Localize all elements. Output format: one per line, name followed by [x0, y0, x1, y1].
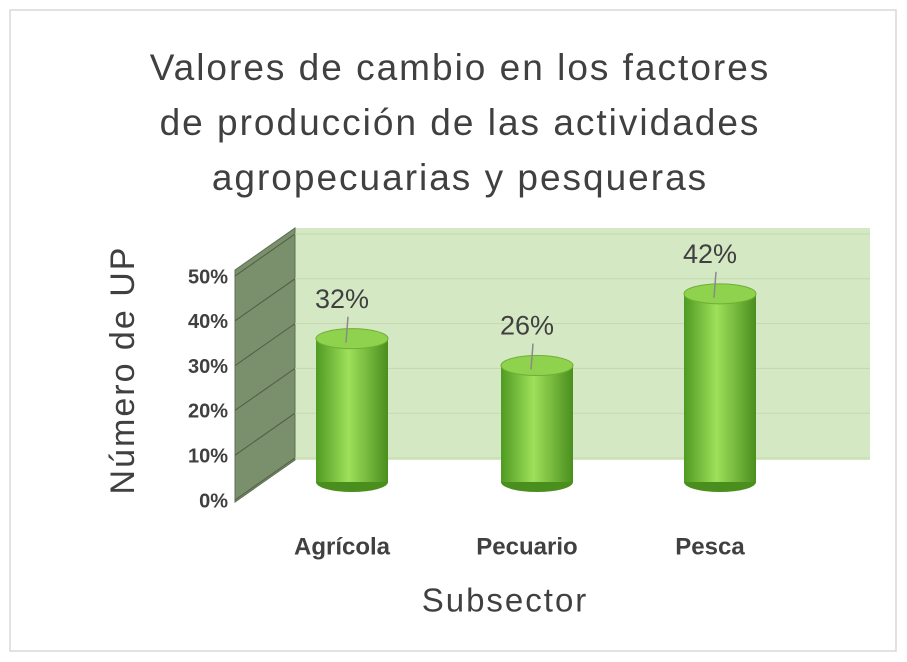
value-label: 26% [500, 311, 554, 341]
bar [501, 365, 573, 482]
bar-top [683, 283, 757, 305]
value-label: 32% [315, 284, 369, 314]
grid-line [234, 233, 296, 277]
label-leader [713, 271, 717, 298]
y-tick-label: 30% [188, 356, 228, 378]
x-axis-label: Subsector [422, 582, 589, 619]
y-axis-label: Número de UP [104, 246, 142, 495]
y-tick-label: 10% [188, 445, 228, 467]
grid-line [234, 412, 296, 456]
y-tick-label: 40% [188, 311, 228, 333]
x-tick-label: Pesca [675, 533, 745, 560]
label-leader [530, 343, 534, 370]
side-wall [234, 227, 296, 503]
x-tick-label: Pecuario [476, 533, 577, 560]
y-tick-label: 0% [199, 490, 228, 512]
y-tick-label: 50% [188, 266, 228, 288]
bar-top [500, 355, 574, 377]
x-tick-label: Agrícola [294, 533, 391, 560]
grid-line [234, 367, 296, 411]
y-tick-label: 20% [188, 401, 228, 423]
bar-top [315, 328, 389, 350]
label-leader [345, 316, 349, 343]
grid-line [234, 278, 296, 322]
grid-line [234, 323, 296, 367]
bar [684, 293, 756, 482]
grid-line [234, 457, 296, 501]
bar [316, 338, 388, 482]
chart-title: Valores de cambio en los factores de pro… [149, 47, 771, 198]
value-label: 42% [683, 239, 737, 269]
